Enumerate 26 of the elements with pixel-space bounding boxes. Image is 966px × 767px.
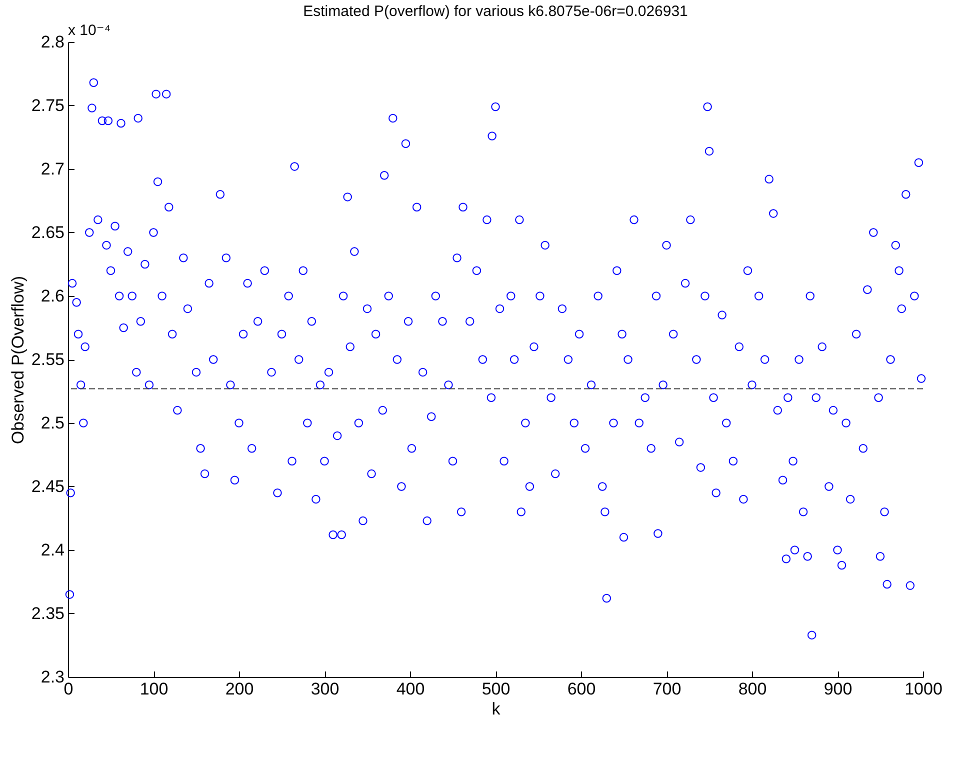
x-tick-label: 800 xyxy=(738,680,767,698)
x-tick-label: 100 xyxy=(140,680,168,698)
y-tick-label: 2.65 xyxy=(31,223,64,242)
y-tick-label: 2.6 xyxy=(40,286,64,306)
y-tick-label: 2.3 xyxy=(40,668,64,686)
chart-title: Estimated P(overflow) for various k6.8075e-06r=0.026931 xyxy=(303,3,688,20)
x-tick-label: 600 xyxy=(567,680,596,698)
y-tick-label: 2.8 xyxy=(40,32,64,52)
y-tick-label: 2.35 xyxy=(31,604,64,623)
x-tick-label: 200 xyxy=(225,680,254,698)
y-axis-title: Observed P(Overflow) xyxy=(8,276,28,444)
x-tick-label: 900 xyxy=(824,680,852,698)
x-tick-label: 300 xyxy=(310,680,340,698)
x-tick-label: 400 xyxy=(396,680,425,698)
y-tick-label: 2.7 xyxy=(40,160,64,178)
y-tick-label: 2.55 xyxy=(31,350,64,369)
x-tick-label: 700 xyxy=(652,680,682,698)
x-tick-label: 1000 xyxy=(904,680,942,698)
y-tick-label: 2.75 xyxy=(31,96,64,115)
y-tick-label: 2.45 xyxy=(31,477,64,496)
text: x 10⁻⁴ xyxy=(68,22,111,39)
x-tick-label: 0 xyxy=(64,680,74,698)
x-axis-title: k xyxy=(492,700,501,718)
y-tick-label: 2.4 xyxy=(40,540,64,560)
y-tick-label: 2.5 xyxy=(40,414,64,432)
x-tick-label: 500 xyxy=(482,680,510,698)
